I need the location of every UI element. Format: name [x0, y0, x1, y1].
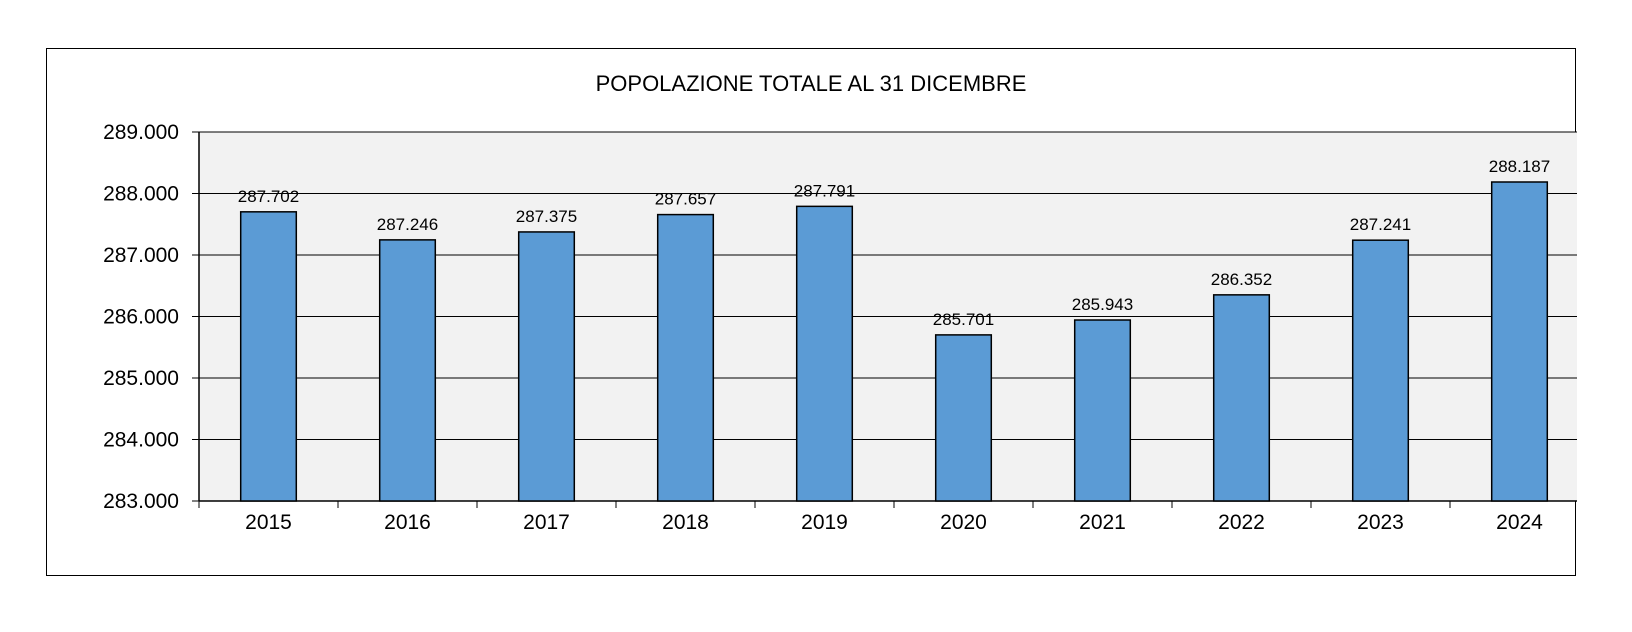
y-tick-label: 286.000	[103, 306, 179, 329]
x-tick-label: 2020	[940, 511, 987, 534]
x-tick-label: 2018	[662, 511, 709, 534]
data-label: 287.241	[1350, 215, 1411, 234]
x-tick-label: 2015	[245, 511, 292, 534]
bar	[1212, 294, 1271, 502]
x-tick-label: 2023	[1357, 511, 1404, 534]
chart-frame: POPOLAZIONE TOTALE AL 31 DICEMBRE 283.00…	[46, 48, 1577, 576]
data-label: 287.657	[655, 190, 716, 209]
bar	[1073, 319, 1132, 502]
x-tick-label: 2024	[1496, 511, 1543, 534]
x-tick-label: 2021	[1079, 511, 1126, 534]
y-tick-label: 285.000	[103, 367, 179, 390]
bar	[517, 231, 576, 502]
bar	[795, 205, 854, 502]
y-tick-label: 289.000	[103, 121, 179, 144]
data-label: 285.701	[933, 310, 994, 329]
bar	[934, 334, 993, 502]
data-label: 287.375	[516, 207, 577, 226]
data-label: 287.246	[377, 215, 438, 234]
y-tick-label: 283.000	[103, 490, 179, 513]
data-label: 286.352	[1211, 270, 1272, 289]
y-tick-label: 284.000	[103, 429, 179, 452]
bar-chart: 283.000 284.000 285.000 286.000 287.000 288.0…	[103, 121, 1577, 534]
y-tick-label: 287.000	[103, 244, 179, 267]
bar	[1351, 239, 1410, 502]
x-tick-label: 2022	[1218, 511, 1265, 534]
data-label: 287.791	[794, 181, 855, 200]
x-tick-label: 2017	[523, 511, 570, 534]
bar	[656, 213, 715, 502]
chart-title: POPOLAZIONE TOTALE AL 31 DICEMBRE	[595, 71, 1027, 96]
x-tick-label: 2016	[384, 511, 431, 534]
x-tick-label: 2019	[801, 511, 848, 534]
bar	[1490, 181, 1549, 502]
y-tick-label: 288.000	[103, 183, 179, 206]
data-label: 285.943	[1072, 295, 1133, 314]
data-label: 288.187	[1489, 157, 1550, 176]
bar	[378, 239, 437, 502]
bar	[239, 211, 298, 502]
data-label: 287.702	[238, 187, 299, 206]
